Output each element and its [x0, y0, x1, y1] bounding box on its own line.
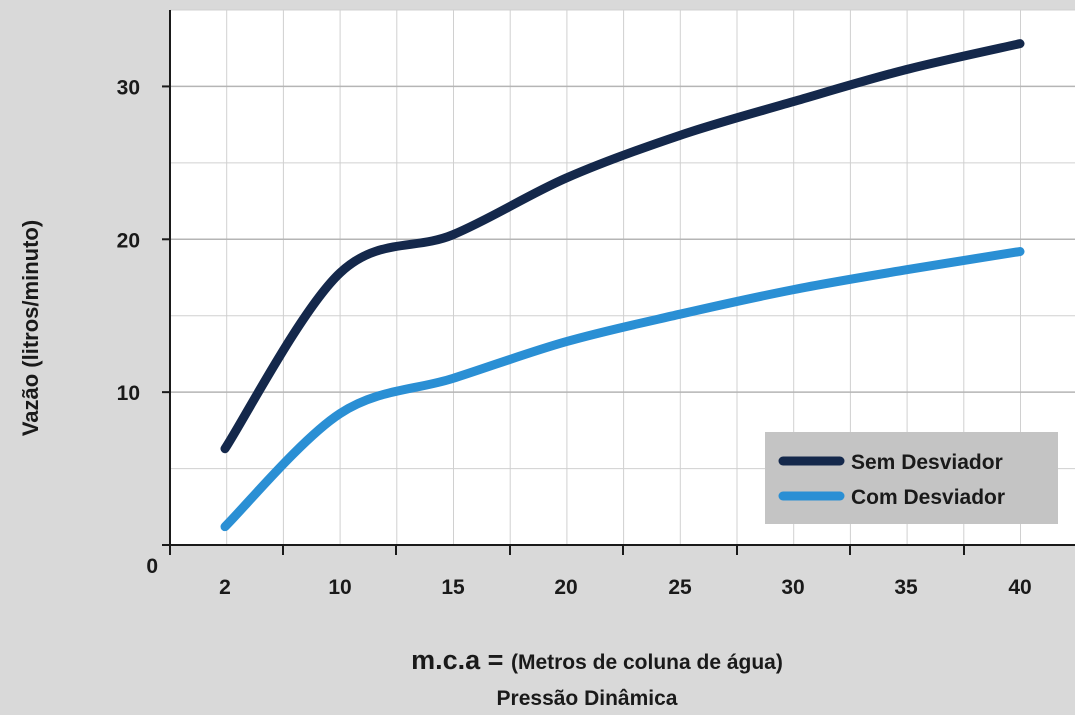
- y-tick-label: 10: [117, 382, 140, 405]
- series-line-sem-desviador: [220, 39, 1025, 454]
- axes: 0 10 20 30 2 10 15 20 25 30 35 40: [117, 10, 1075, 599]
- legend-box: [765, 432, 1058, 524]
- x-tick-label: 10: [328, 576, 351, 599]
- x-tick-label: 30: [781, 576, 804, 599]
- x-tick-label: 2: [219, 576, 231, 599]
- grid: [169, 9, 1075, 545]
- x-tick-label: 25: [668, 576, 692, 599]
- legend-label-com-desviador: Com Desviador: [851, 486, 1005, 509]
- y-tick-label: 30: [117, 76, 140, 99]
- x-axis-title-prefix: m.c.a =: [411, 645, 511, 675]
- y-tick-label: 0: [146, 555, 158, 578]
- legend: Sem Desviador Com Desviador: [765, 432, 1058, 524]
- legend-label-sem-desviador: Sem Desviador: [851, 451, 1003, 474]
- x-axis-title: m.c.a = (Metros de coluna de água): [411, 645, 783, 675]
- x-tick-label: 15: [441, 576, 465, 599]
- x-tick-label: 20: [554, 576, 577, 599]
- x-axis-subtitle: Pressão Dinâmica: [497, 687, 678, 710]
- y-axis-title: Vazão (litros/minuto): [18, 220, 43, 436]
- y-tick-label: 20: [117, 229, 140, 252]
- series-lines: [220, 39, 1025, 532]
- x-axis-title-main: (Metros de coluna de água): [511, 651, 783, 674]
- x-tick-label: 40: [1008, 576, 1031, 599]
- x-tick-label: 35: [894, 576, 918, 599]
